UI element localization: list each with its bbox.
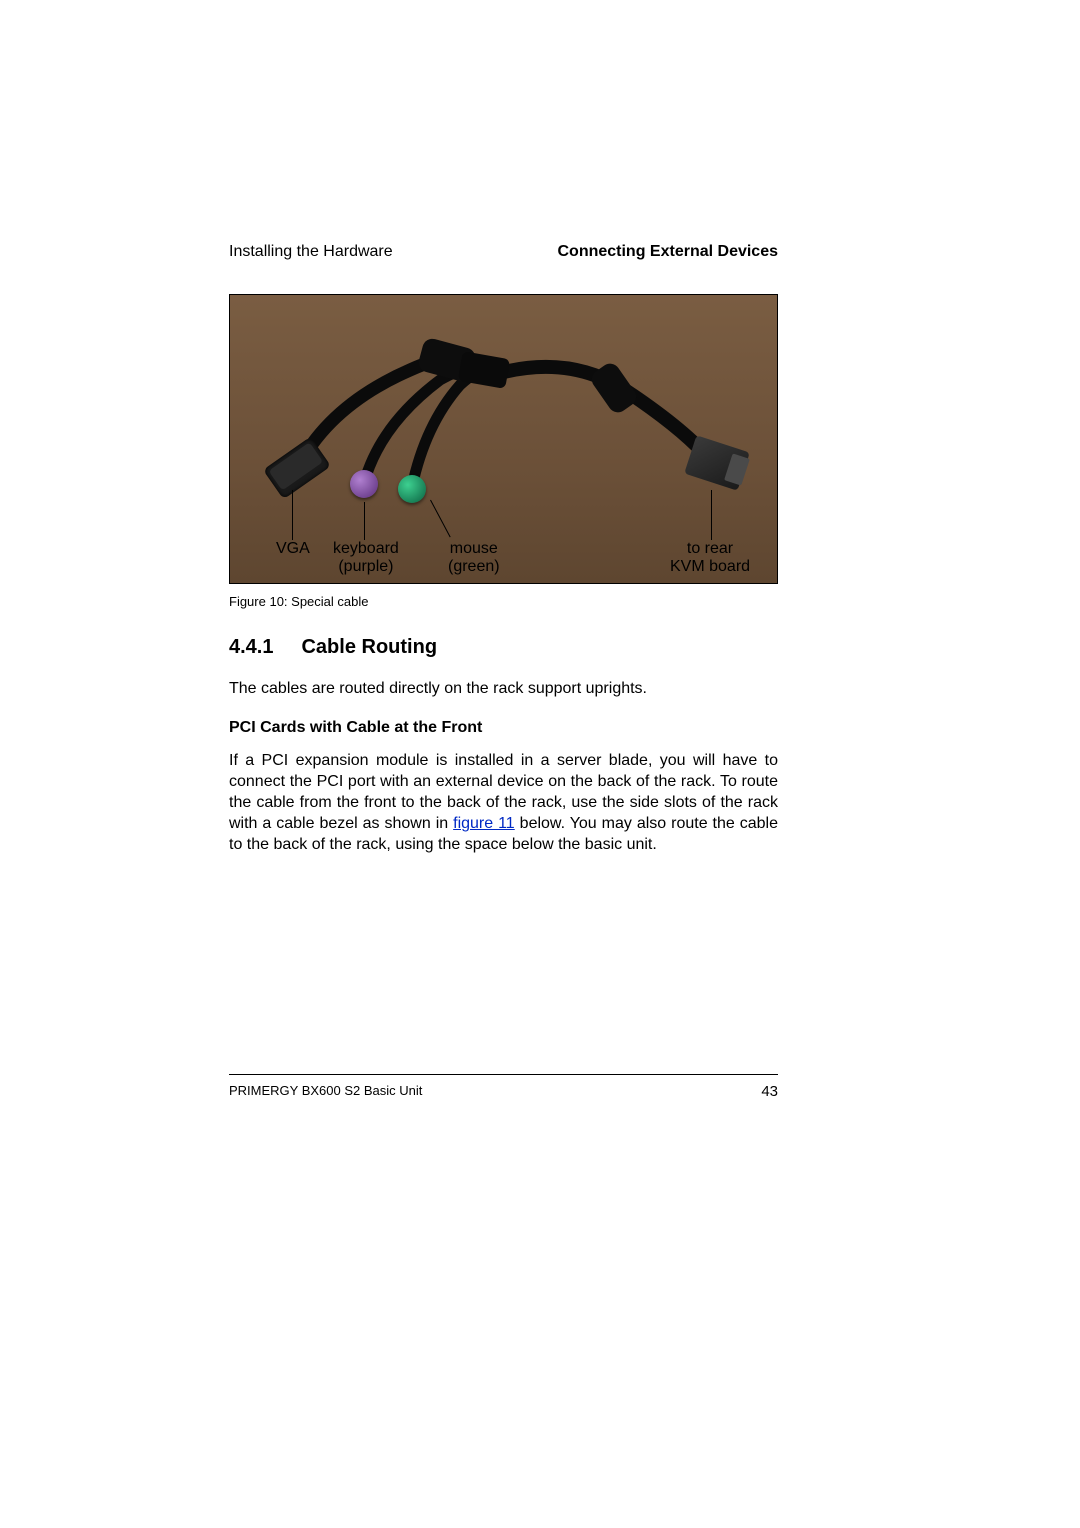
section-number: 4.4.1 (229, 636, 273, 659)
label-keyboard-line1: keyboard (333, 540, 399, 558)
running-header-left: Installing the Hardware (229, 243, 393, 261)
figure-caption: Figure 10: Special cable (229, 594, 368, 609)
mouse-connector (398, 475, 426, 503)
callout-line-keyboard (364, 502, 365, 540)
label-keyboard-line2: (purple) (333, 558, 399, 576)
section-intro-paragraph: The cables are routed directly on the ra… (229, 678, 778, 699)
subsection-heading: PCI Cards with Cable at the Front (229, 719, 482, 737)
label-vga: VGA (276, 540, 310, 558)
label-kvm-line2: KVM board (670, 558, 750, 576)
keyboard-connector (350, 470, 378, 498)
callout-line-kvm (711, 490, 712, 540)
footer-page-number: 43 (761, 1083, 778, 1100)
figure-special-cable: VGA keyboard (purple) mouse (green) to r… (229, 294, 778, 584)
label-mouse: mouse (green) (448, 540, 500, 576)
figure-11-link[interactable]: figure 11 (453, 815, 515, 832)
section-title: Cable Routing (301, 636, 437, 658)
footer-doc-title: PRIMERGY BX600 S2 Basic Unit (229, 1083, 422, 1098)
document-page: Installing the Hardware Connecting Exter… (0, 0, 1080, 1528)
label-kvm: to rear KVM board (670, 540, 750, 576)
label-keyboard: keyboard (purple) (333, 540, 399, 576)
footer-rule (229, 1074, 778, 1075)
running-header-right: Connecting External Devices (557, 243, 778, 261)
label-mouse-line1: mouse (448, 540, 500, 558)
label-vga-line1: VGA (276, 540, 310, 557)
label-kvm-line1: to rear (670, 540, 750, 558)
label-mouse-line2: (green) (448, 558, 500, 576)
subsection-paragraph: If a PCI expansion module is installed i… (229, 750, 778, 856)
callout-line-vga (292, 490, 293, 540)
section-heading: 4.4.1 Cable Routing (229, 636, 437, 659)
figure-inner: VGA keyboard (purple) mouse (green) to r… (230, 295, 777, 583)
